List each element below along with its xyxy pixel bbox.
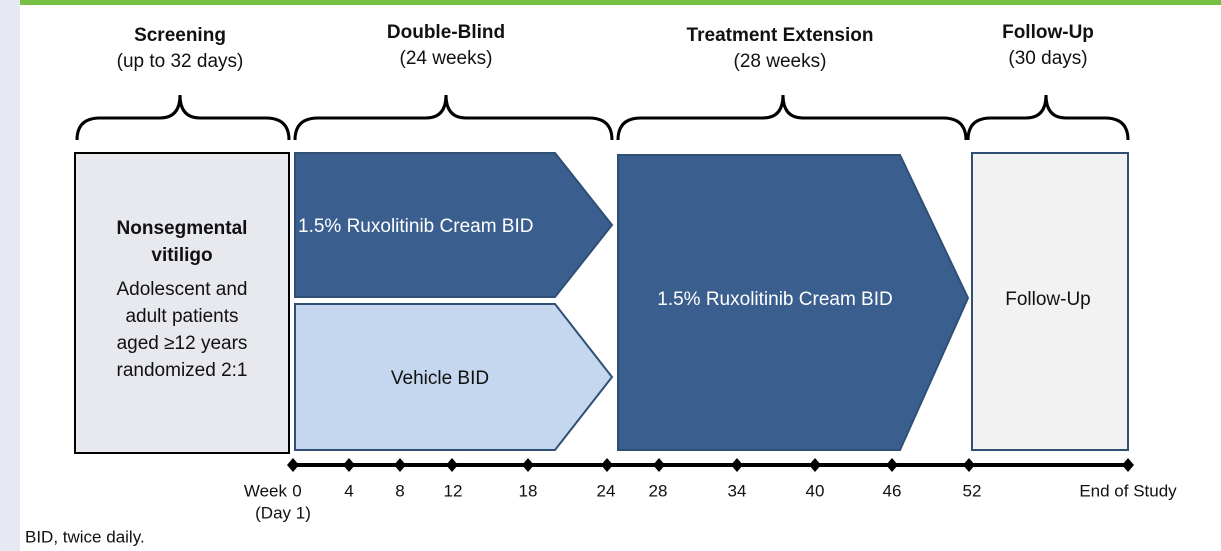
timeline-tick-label: 0 [292,481,301,500]
timeline-tick-label: 18 [519,481,538,500]
timeline-tick-label: 40 [806,481,825,500]
arm-label: 1.5% Ruxolitinib Cream BID [657,289,892,310]
box-line: adult patients [125,306,238,327]
timeline-diamond [809,458,821,472]
box-line: randomized 2:1 [117,360,248,381]
day-note: (Day 1) [255,503,311,522]
timeline-tick-label: 28 [649,481,668,500]
timeline-tick-label: End of Study [1079,481,1177,500]
timeline-tick-label: 52 [963,481,982,500]
phase-title: Treatment Extension [687,25,874,46]
follow-up-box [971,152,1129,451]
phase-title: Screening [134,25,226,46]
arm-label: Vehicle BID [391,368,489,389]
vehicle-arrow [294,303,614,451]
arm-label: Follow-Up [1005,289,1091,310]
timeline-diamond [601,458,613,472]
timeline-tick-label: 46 [883,481,902,500]
timeline-diamond [886,458,898,472]
phase-subtitle: (up to 32 days) [117,51,244,72]
timeline-prefix: Week [244,481,288,500]
timeline-diamond [343,458,355,472]
timeline-tick-label: 4 [344,481,353,500]
braces [75,94,1130,141]
screening-box [74,152,290,454]
box-title: vitiligo [151,245,212,266]
timeline-diamond [394,458,406,472]
phase-subtitle: (24 weeks) [400,48,493,69]
phase-title: Follow-Up [1002,22,1094,43]
timeline-diamond [287,458,299,472]
arm-label: 1.5% Ruxolitinib Cream BID [298,216,533,237]
timeline-diamond [522,458,534,472]
timeline-tick-label: 12 [444,481,463,500]
timeline-diamond [963,458,975,472]
left-band [0,0,20,551]
timeline-diamond [1122,458,1134,472]
timeline-diamond [731,458,743,472]
top-border [20,0,1221,5]
timeline-tick-label: 34 [728,481,747,500]
phase-subtitle: (28 weeks) [734,51,827,72]
box-line: Adolescent and [117,279,248,300]
timeline-tick-label: 24 [597,481,616,500]
timeline-diamond [446,458,458,472]
timeline-tick-label: 8 [395,481,404,500]
box-title: Nonsegmental [117,218,248,239]
phase-subtitle: (30 days) [1008,48,1087,69]
footnote: BID, twice daily. [25,527,145,546]
active-arrow [294,152,614,298]
box-line: aged ≥12 years [117,333,248,354]
timeline-diamond [653,458,665,472]
phase-title: Double-Blind [387,22,505,43]
extension-arrow [617,154,970,451]
